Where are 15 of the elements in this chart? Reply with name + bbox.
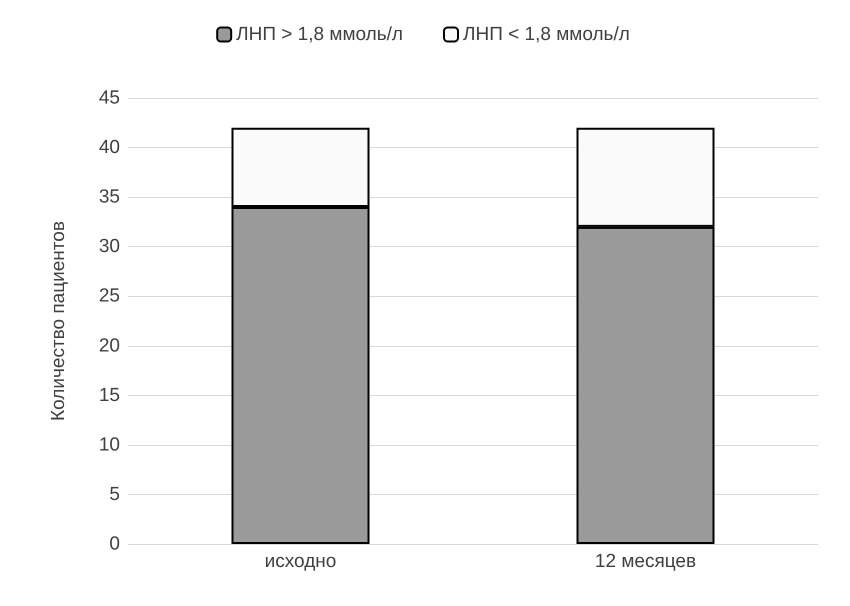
y-tick-label: 40 xyxy=(98,137,120,158)
y-tick-label: 45 xyxy=(98,88,120,108)
x-tick-label: 12 месяцев xyxy=(594,551,696,572)
y-axis-title: Количество пациентов xyxy=(48,221,69,421)
y-tick-label: 0 xyxy=(109,534,120,554)
legend-label: ЛНП > 1,8 ммоль/л xyxy=(236,24,404,45)
y-tick-label: 25 xyxy=(98,286,120,307)
y-tick-label: 30 xyxy=(98,236,120,258)
y-tick-label: 15 xyxy=(98,384,120,406)
y-tick-label: 35 xyxy=(98,186,120,208)
legend-label: ЛНП < 1,8 ммоль/л xyxy=(463,24,630,45)
y-tick-label: 10 xyxy=(98,434,120,456)
x-tick-label: исходно xyxy=(264,551,336,572)
y-tick-label: 5 xyxy=(109,484,120,505)
y-tick-label: 20 xyxy=(98,335,120,356)
